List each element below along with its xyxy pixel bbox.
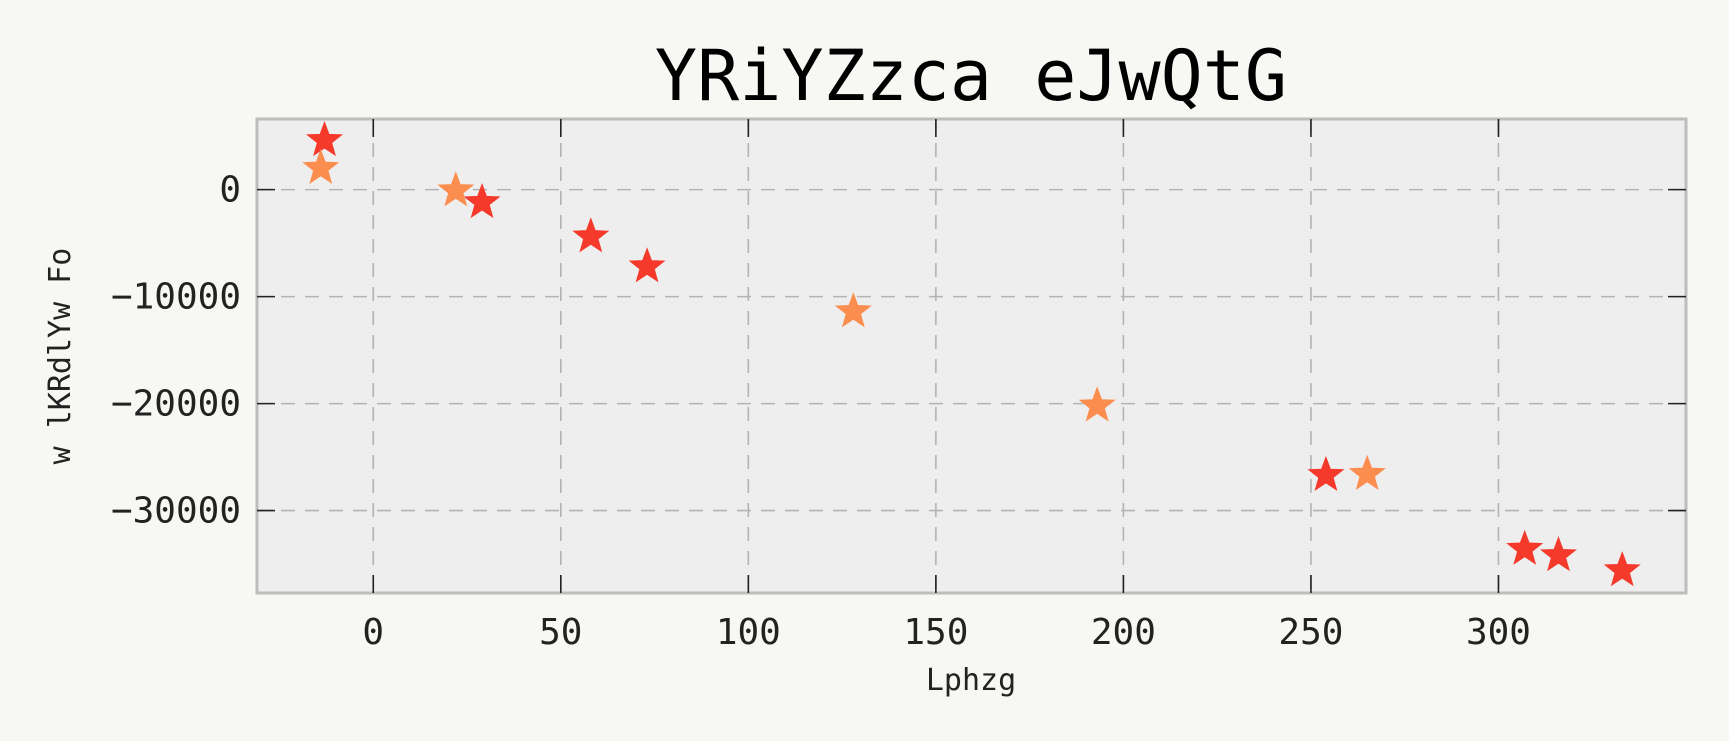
y-tick-label: −20000 xyxy=(111,384,241,425)
data-point-star xyxy=(628,247,666,283)
x-tick-label: 300 xyxy=(1466,612,1531,653)
y-tick-label: 0 xyxy=(219,170,241,211)
x-tick-label: 100 xyxy=(716,612,781,653)
data-point-star xyxy=(306,120,344,157)
data-point-star xyxy=(463,183,501,219)
data-point-star xyxy=(1307,455,1345,492)
x-tick-label: 200 xyxy=(1091,612,1156,653)
x-tick-label: 150 xyxy=(903,612,968,653)
x-axis-label: Lphzg xyxy=(926,663,1016,698)
x-tick-label: 250 xyxy=(1278,612,1343,653)
x-tick-label: 0 xyxy=(362,612,384,653)
data-point-star xyxy=(1539,536,1577,572)
axis-ticks: 0 50 100 150 200 250 300 0 −10000 −20000 −30000 xyxy=(111,119,1686,653)
data-point-star xyxy=(1348,454,1386,490)
y-tick-label: −10000 xyxy=(111,277,241,318)
data-point-star xyxy=(437,171,475,207)
data-point-star xyxy=(1506,529,1544,565)
data-point-star xyxy=(302,148,340,184)
data-point-star xyxy=(1603,551,1641,587)
plot-area xyxy=(255,117,1688,595)
x-tick-label: 50 xyxy=(539,612,582,653)
data-point-star xyxy=(1078,386,1116,422)
data-point-star xyxy=(834,292,872,328)
chart-title: YRiYZzca eJwQtG xyxy=(655,35,1287,117)
grid-lines xyxy=(257,119,1686,593)
y-axis-label: w lKRdlYw Fo xyxy=(43,248,78,465)
data-markers xyxy=(302,120,1641,587)
y-tick-label: −30000 xyxy=(111,491,241,532)
data-point-star xyxy=(572,217,610,253)
